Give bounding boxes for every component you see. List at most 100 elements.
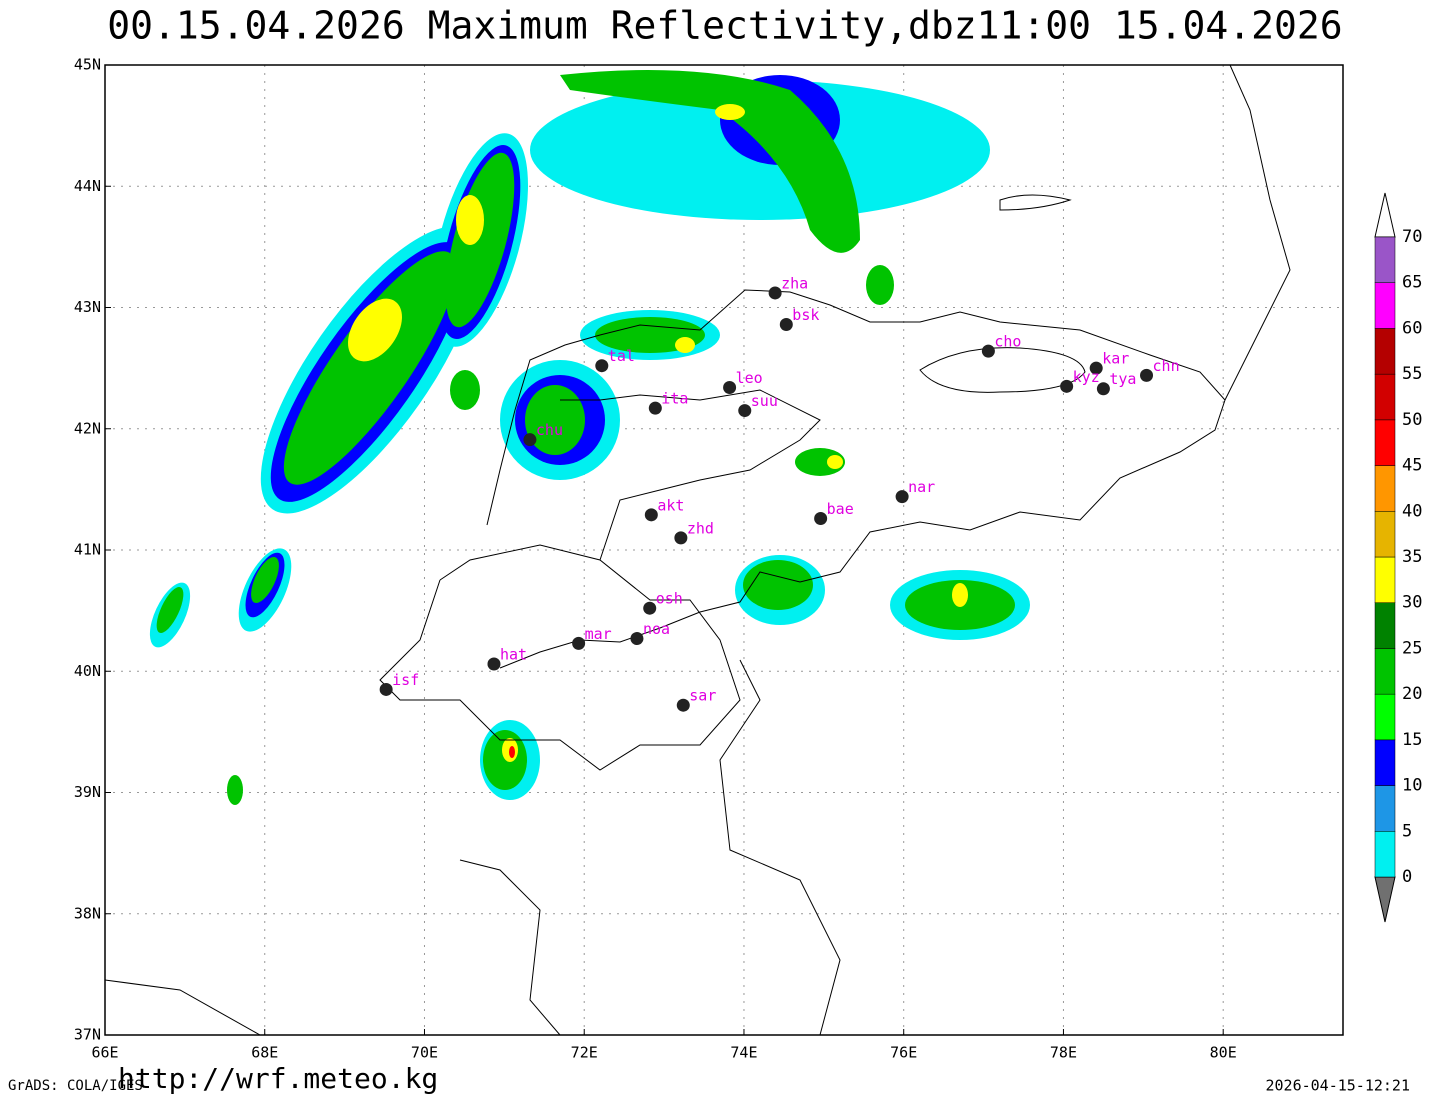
station-dot	[674, 531, 688, 545]
station-label: leo	[736, 369, 763, 387]
station-label: kar	[1102, 350, 1129, 368]
colorbar-label: 60	[1402, 318, 1422, 338]
colorbar-swatch	[1374, 511, 1396, 558]
colorbar-over	[1374, 192, 1396, 238]
plot-frame	[104, 64, 1344, 1036]
station-dot	[981, 344, 995, 358]
y-tick-label: 45N	[74, 56, 101, 74]
station-dot	[648, 401, 662, 415]
colorbar-label: 50	[1402, 410, 1422, 430]
station-label: chn	[1153, 357, 1180, 375]
x-tick-label: 80E	[1210, 1044, 1237, 1062]
station-dot	[1060, 379, 1074, 393]
colorbar-swatch	[1374, 648, 1396, 695]
station-dot	[895, 490, 909, 504]
station-label: suu	[751, 392, 778, 410]
station-dot	[814, 511, 828, 525]
station-label: isf	[392, 671, 419, 689]
colorbar-swatch	[1374, 236, 1396, 283]
colorbar-swatch	[1374, 831, 1396, 878]
station-label: chu	[536, 421, 563, 439]
colorbar-swatch	[1374, 373, 1396, 421]
station-dot	[644, 508, 658, 522]
colorbar-swatch	[1374, 465, 1396, 512]
station-dot	[595, 359, 609, 373]
y-tick-label: 42N	[74, 419, 101, 437]
station-label: zhd	[687, 519, 714, 537]
software-credit: GrADS: COLA/IGES	[8, 1078, 143, 1094]
y-tick-label: 43N	[74, 298, 101, 316]
station-dot	[643, 601, 657, 615]
station-dot	[1096, 382, 1110, 396]
y-tick-label: 44N	[74, 177, 101, 195]
timestamp: 2026-04-15-12:21	[1266, 1077, 1411, 1095]
source-url: http://wrf.meteo.kg	[118, 1062, 438, 1095]
station-dot	[676, 698, 690, 712]
colorbar-swatch	[1374, 419, 1396, 466]
grid	[104, 64, 1343, 1036]
colorbar: 0 5 10 15 20 25 30 35 40 45 50 55 60 65 70	[1374, 192, 1422, 923]
colorbar-label: 65	[1402, 273, 1422, 293]
x-tick-label: 74E	[730, 1044, 757, 1062]
colorbar-swatch	[1374, 556, 1396, 603]
y-tick-label: 41N	[74, 541, 101, 559]
colorbar-label: 40	[1402, 501, 1422, 521]
station-label: tal	[608, 347, 635, 365]
station-label: osh	[656, 590, 683, 608]
y-tick-label: 40N	[74, 662, 101, 680]
colorbar-label: 30	[1402, 593, 1422, 613]
colorbar-label: 25	[1402, 638, 1422, 658]
station-label: zha	[781, 274, 808, 292]
colorbar-swatch	[1374, 328, 1396, 375]
station-dot	[1089, 361, 1103, 375]
station-dot	[738, 404, 752, 418]
station-label: kyz	[1073, 368, 1100, 386]
x-tick-label: 76E	[890, 1044, 917, 1062]
colorbar-label: 10	[1402, 776, 1422, 796]
station-dot	[379, 682, 393, 696]
station-dot	[1140, 368, 1154, 382]
station-dot	[768, 286, 782, 300]
colorbar-swatch	[1374, 602, 1396, 649]
x-tick-label: 66E	[91, 1044, 118, 1062]
station-dot	[723, 381, 737, 395]
colorbar-swatch	[1374, 693, 1396, 741]
map-title: 00.15.04.2026 Maximum Reflectivity,dbz11…	[107, 4, 1342, 48]
x-tick-label: 78E	[1050, 1044, 1077, 1062]
station-dot	[779, 317, 793, 331]
station-label: tya	[1109, 370, 1136, 388]
colorbar-label: 20	[1402, 684, 1422, 704]
colorbar-swatch	[1374, 282, 1396, 329]
colorbar-label: 55	[1402, 364, 1422, 384]
station-label: bsk	[792, 306, 819, 324]
station-label: bae	[827, 500, 854, 518]
colorbar-label: 45	[1402, 456, 1422, 476]
radar-echoes	[149, 70, 1030, 805]
y-tick-label: 38N	[74, 904, 101, 922]
station-label: sar	[689, 687, 716, 705]
x-tick-label: 72E	[571, 1044, 598, 1062]
colorbar-label: 70	[1402, 227, 1422, 247]
borders	[104, 64, 1291, 1036]
colorbar-under	[1374, 876, 1396, 923]
station-dot	[630, 632, 644, 646]
colorbar-label: 15	[1402, 730, 1422, 750]
station-dot	[572, 636, 586, 650]
y-tick-label: 39N	[74, 783, 101, 801]
station-label: ita	[661, 390, 688, 408]
y-tick-label: 37N	[74, 1026, 101, 1044]
colorbar-swatch	[1374, 785, 1396, 832]
colorbar-label: 35	[1402, 547, 1422, 567]
station-label: hat	[500, 645, 527, 663]
station-dot	[487, 657, 501, 671]
station-label: cho	[994, 333, 1021, 351]
station-label: noa	[643, 620, 670, 638]
colorbar-label: 0	[1402, 867, 1412, 887]
x-tick-label: 70E	[411, 1044, 438, 1062]
station-dot	[523, 433, 537, 447]
colorbar-swatch	[1374, 739, 1396, 786]
x-tick-label: 68E	[251, 1044, 278, 1062]
station-label: mar	[585, 625, 612, 643]
